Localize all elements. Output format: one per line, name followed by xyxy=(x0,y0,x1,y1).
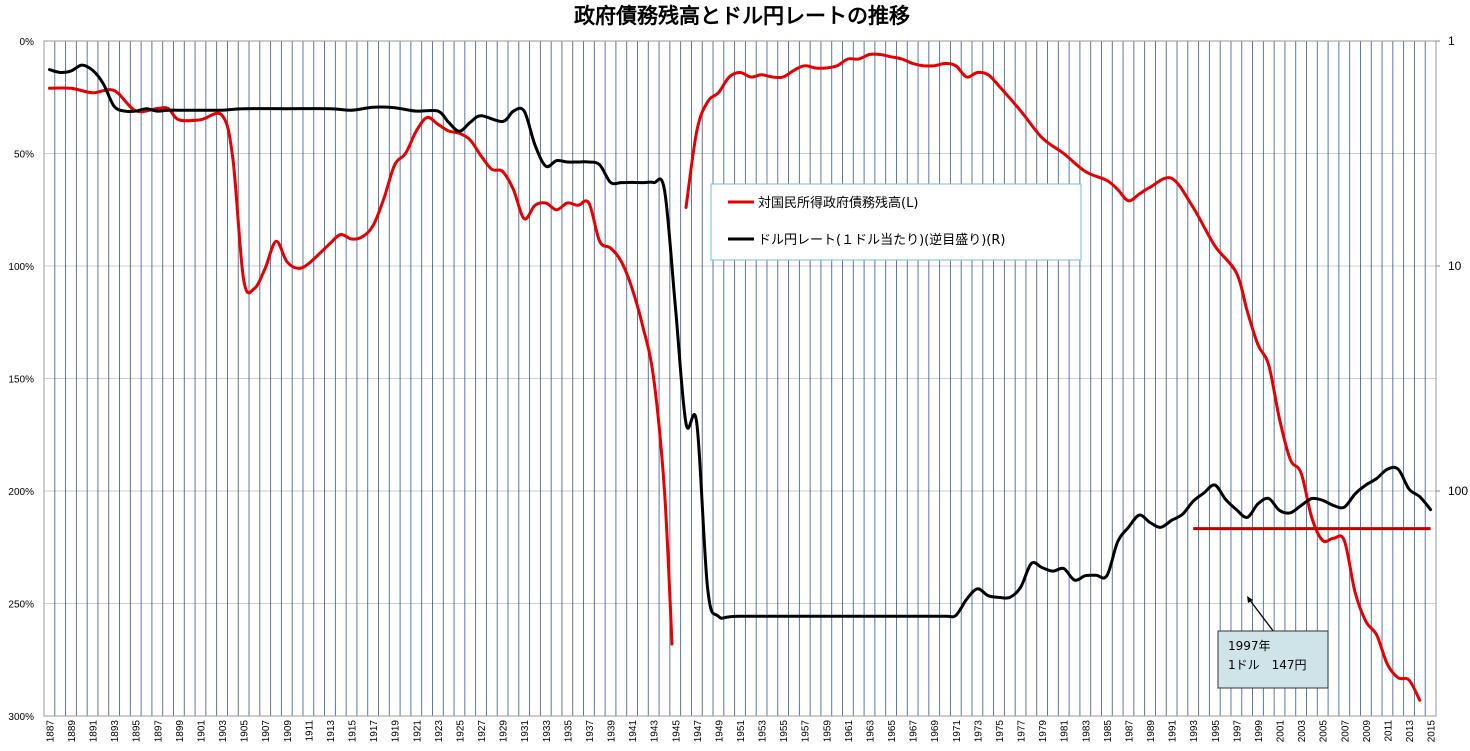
x-tick-label: 1917 xyxy=(369,720,380,743)
x-tick-label: 1951 xyxy=(736,720,747,743)
series-line-debt-ratio-segment-2 xyxy=(684,52,1422,702)
x-tick-label: 1945 xyxy=(671,720,682,743)
left-axis: 0% 50% 100% 150% 200% 250% 300% xyxy=(8,37,34,723)
x-tick-label: 2001 xyxy=(1276,720,1287,743)
x-tick-label: 1991 xyxy=(1168,720,1179,743)
x-tick-label: 1953 xyxy=(758,720,769,743)
right-axis: 1 10 100 xyxy=(1436,34,1468,498)
x-tick-label: 1977 xyxy=(1017,720,1028,743)
x-axis: 1887 1889 1891 1893 1895 1897 1899 1901 1903 1905… xyxy=(45,720,1437,743)
x-tick-label: 1989 xyxy=(1146,720,1157,743)
vertical-gridlines xyxy=(43,41,1437,716)
x-tick-label: 2005 xyxy=(1319,720,1330,743)
x-tick-label: 1921 xyxy=(412,720,423,743)
x-tick-label: 1949 xyxy=(714,720,725,743)
x-tick-label: 1997 xyxy=(1232,720,1243,743)
x-tick-label: 2015 xyxy=(1427,720,1438,743)
left-tick-label: 150% xyxy=(8,375,34,386)
x-tick-label: 1897 xyxy=(153,720,164,743)
x-tick-label: 1973 xyxy=(973,720,984,743)
x-tick-label: 1903 xyxy=(218,720,229,743)
x-tick-label: 1925 xyxy=(455,720,466,743)
x-tick-label: 2007 xyxy=(1340,720,1351,743)
series-line-debt-ratio-segment-1 xyxy=(47,86,674,646)
x-tick-label: 1999 xyxy=(1254,720,1265,743)
left-tick-label: 200% xyxy=(8,487,34,498)
x-tick-label: 1995 xyxy=(1211,720,1222,743)
x-tick-label: 1927 xyxy=(477,720,488,743)
left-tick-label: 300% xyxy=(8,712,34,723)
plot-area xyxy=(43,40,1437,717)
series-layer xyxy=(47,52,1433,702)
x-tick-label: 2013 xyxy=(1405,720,1416,743)
annotation-box: 1997年 1ドル 147円 xyxy=(1217,630,1329,689)
chart-title: 政府債務残高とドル円レートの推移 xyxy=(574,3,910,28)
x-tick-label: 1899 xyxy=(175,720,186,743)
x-tick-label: 1943 xyxy=(650,720,661,743)
legend-label-debt: 対国民所得政府債務残高(L) xyxy=(758,195,918,211)
left-tick-label: 0% xyxy=(20,37,35,48)
x-tick-label: 1959 xyxy=(822,720,833,743)
annotation-arrow xyxy=(1248,598,1275,633)
x-tick-label: 2003 xyxy=(1297,720,1308,743)
x-tick-label: 2009 xyxy=(1362,720,1373,743)
x-tick-label: 1947 xyxy=(693,720,704,743)
right-tick-label: 10 xyxy=(1448,259,1462,273)
series-line-usd-jpy-segment-1 xyxy=(47,63,1433,620)
x-tick-label: 2011 xyxy=(1383,720,1394,742)
legend-label-fx: ドル円レート(１ドル当たり)(逆目盛り)(R) xyxy=(758,232,1005,248)
annotation-line-2: 1ドル 147円 xyxy=(1228,658,1307,672)
right-tick-label: 1 xyxy=(1448,34,1455,48)
x-tick-label: 1955 xyxy=(779,720,790,743)
arrow-head-icon xyxy=(1247,596,1253,603)
x-tick-label: 1969 xyxy=(930,720,941,743)
x-tick-label: 1901 xyxy=(196,720,207,743)
x-tick-label: 1963 xyxy=(865,720,876,743)
x-tick-label: 1939 xyxy=(607,720,618,743)
x-tick-label: 1985 xyxy=(1103,720,1114,743)
left-tick-label: 50% xyxy=(14,150,34,161)
legend: 対国民所得政府債務残高(L) ドル円レート(１ドル当たり)(逆目盛り)(R) xyxy=(710,183,1082,261)
x-tick-label: 1993 xyxy=(1189,720,1200,743)
left-tick-label: 100% xyxy=(8,262,34,273)
legend-box xyxy=(710,183,1082,261)
x-tick-label: 1915 xyxy=(348,720,359,743)
x-tick-label: 1931 xyxy=(520,720,531,743)
x-tick-label: 1971 xyxy=(952,720,963,743)
x-tick-label: 1905 xyxy=(240,720,251,743)
x-tick-label: 1933 xyxy=(542,720,553,743)
x-tick-label: 1965 xyxy=(887,720,898,743)
x-tick-label: 1913 xyxy=(326,720,337,743)
x-tick-label: 1987 xyxy=(1124,720,1135,743)
x-tick-label: 1919 xyxy=(391,720,402,743)
x-tick-label: 1975 xyxy=(995,720,1006,743)
x-tick-label: 1961 xyxy=(844,720,855,743)
x-tick-label: 1887 xyxy=(45,720,56,743)
x-tick-label: 1893 xyxy=(110,720,121,743)
annotation-background xyxy=(1217,630,1329,689)
x-tick-label: 1935 xyxy=(563,720,574,743)
x-tick-label: 1911 xyxy=(304,720,315,742)
annotation-line-1: 1997年 xyxy=(1228,639,1271,653)
x-tick-label: 1923 xyxy=(434,720,445,743)
x-tick-label: 1937 xyxy=(585,720,596,743)
right-tick-label: 100 xyxy=(1448,484,1468,498)
x-tick-label: 1957 xyxy=(801,720,812,743)
x-tick-label: 1889 xyxy=(67,720,78,743)
x-tick-label: 1909 xyxy=(283,720,294,743)
x-tick-label: 1981 xyxy=(1060,720,1071,743)
x-tick-label: 1929 xyxy=(499,720,510,743)
left-tick-label: 250% xyxy=(8,600,34,611)
x-tick-label: 1895 xyxy=(132,720,143,743)
x-tick-label: 1967 xyxy=(909,720,920,743)
x-tick-label: 1983 xyxy=(1081,720,1092,743)
x-tick-label: 1979 xyxy=(1038,720,1049,743)
x-tick-label: 1891 xyxy=(89,720,100,743)
x-tick-label: 1941 xyxy=(628,720,639,743)
x-tick-label: 1907 xyxy=(261,720,272,743)
